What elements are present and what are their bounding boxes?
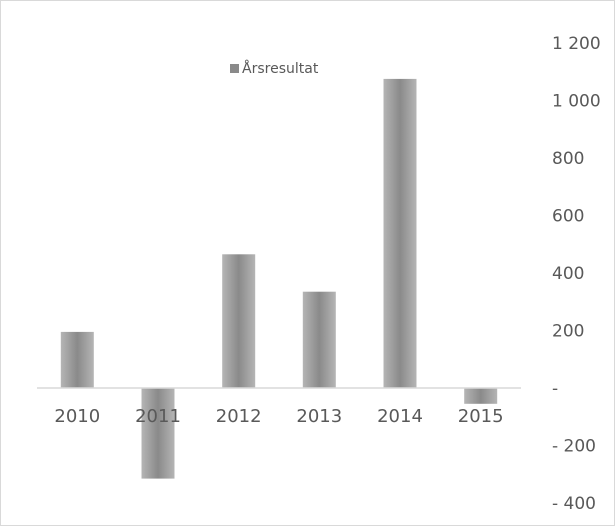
category-label-2010: 2010	[54, 406, 100, 427]
bar-2015	[464, 388, 498, 404]
y-tick-label-4: 400	[552, 264, 584, 284]
bar-2010	[60, 331, 94, 388]
bar-2013	[302, 291, 336, 388]
bar-2014	[383, 78, 417, 389]
bars-group	[60, 78, 498, 479]
y-tick-label-7: - 200	[552, 437, 596, 457]
category-label-2012: 2012	[216, 406, 262, 427]
category-label-2014: 2014	[377, 406, 423, 427]
category-labels: 2010 2011 2012 2013 2014 2015	[54, 406, 503, 427]
category-label-2011: 2011	[135, 406, 181, 427]
y-axis-tick-labels: 1 200 1 000 800 600 400 200 - - 200 - 400	[552, 34, 601, 514]
y-tick-label-1: 1 000	[552, 92, 601, 112]
y-tick-label-0: 1 200	[552, 34, 601, 54]
y-tick-label-8: - 400	[552, 494, 596, 514]
y-tick-label-2: 800	[552, 149, 584, 169]
y-tick-label-6: -	[552, 379, 558, 399]
y-tick-label-5: 200	[552, 322, 584, 342]
legend-swatch	[230, 64, 239, 73]
category-label-2015: 2015	[458, 406, 504, 427]
legend-label-arsresultat: Årsresultat	[242, 60, 319, 77]
bar-2012	[222, 254, 256, 388]
legend: Årsresultat	[230, 60, 319, 77]
y-tick-label-3: 600	[552, 207, 584, 227]
bar-2011	[141, 388, 175, 479]
category-label-2013: 2013	[296, 406, 342, 427]
